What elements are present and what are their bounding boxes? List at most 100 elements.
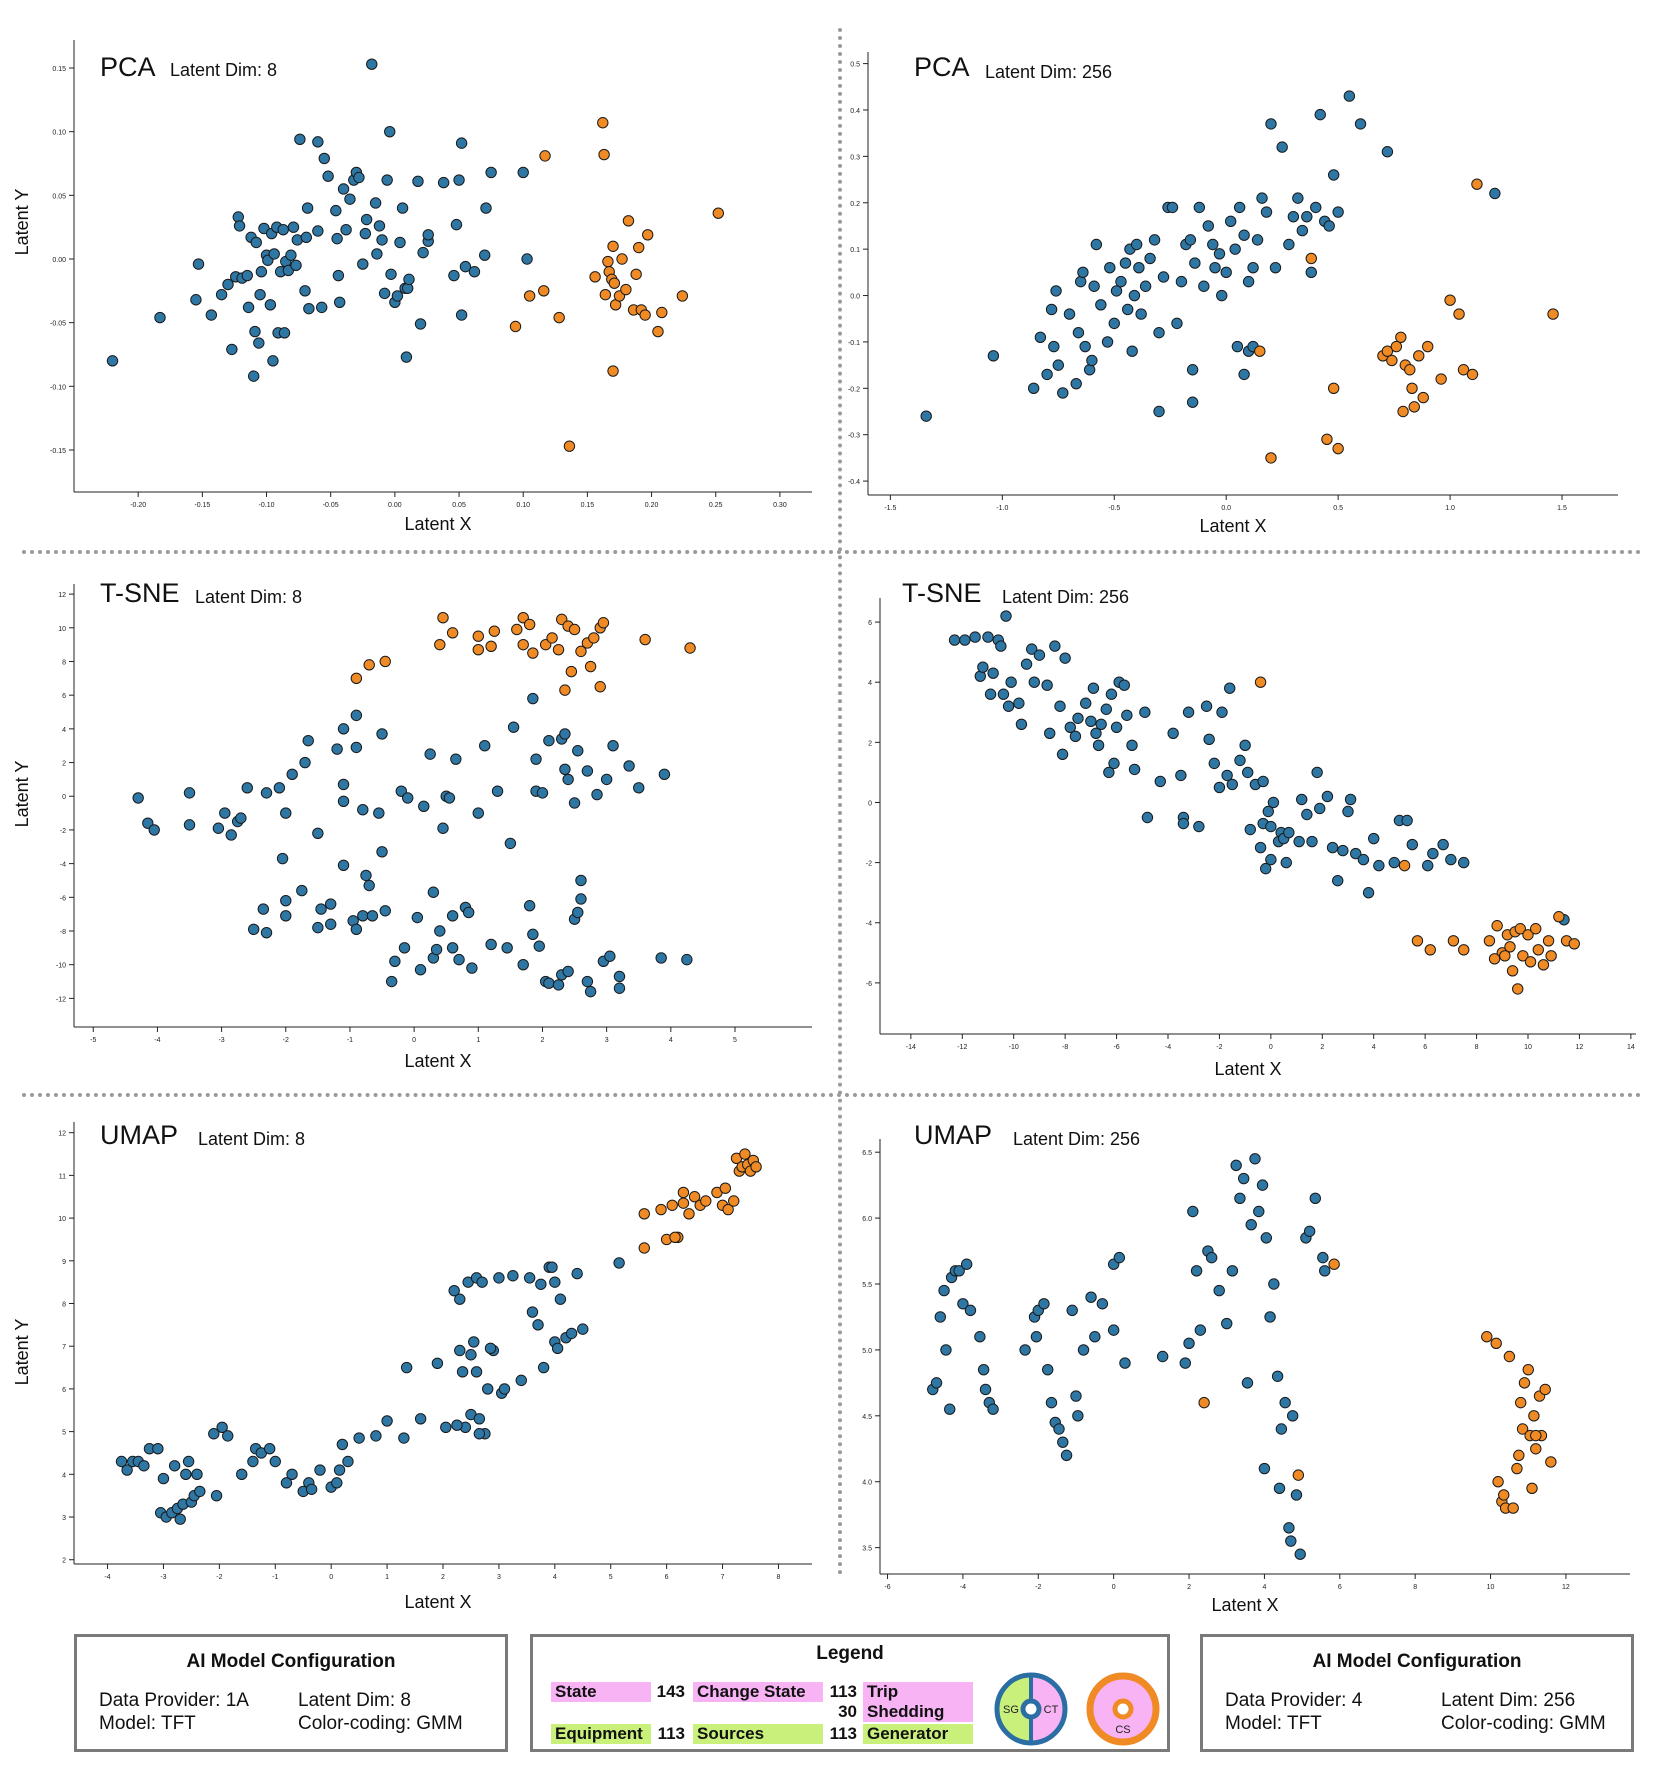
- cluster_b-point: [1417, 391, 1429, 404]
- x-tick-label: 0.05: [452, 502, 466, 509]
- cluster_b-point: [677, 1186, 690, 1199]
- x-tick-label: -4: [1165, 1044, 1171, 1051]
- y-tick-label: 0.2: [850, 201, 860, 208]
- cluster_a-point: [180, 1468, 192, 1481]
- cluster_a-point: [1303, 1225, 1316, 1237]
- y-tick-label: 2: [868, 740, 872, 747]
- y-tick-label: 2: [62, 761, 66, 768]
- cluster_a-point: [934, 1311, 947, 1323]
- x-tick-label: -10: [1009, 1044, 1019, 1051]
- cluster_a-point: [948, 634, 961, 646]
- cluster_a-point: [381, 174, 393, 186]
- cluster_b-point: [1444, 294, 1456, 306]
- cluster_a-point: [1049, 640, 1061, 652]
- cluster_b-point: [1332, 442, 1344, 455]
- cluster_a-point: [1085, 1291, 1097, 1303]
- cluster_a-point: [987, 350, 1000, 362]
- cluster_b-point: [589, 271, 601, 283]
- cluster_a-point: [987, 667, 999, 679]
- x-tick-label: 10: [1524, 1044, 1532, 1051]
- cluster_a-point: [1310, 201, 1322, 214]
- cluster_b-point: [563, 440, 576, 452]
- y-tick-label: 0.1: [850, 247, 860, 254]
- cluster_a-point: [210, 1489, 223, 1502]
- cluster_b-point: [1499, 950, 1511, 962]
- cluster_a-point: [260, 926, 273, 939]
- cluster_a-point: [459, 260, 472, 273]
- cluster_a-point: [1153, 405, 1165, 418]
- cluster_b-point: [622, 215, 635, 227]
- cluster_a-point: [613, 970, 626, 983]
- y-tick-label: 6.5: [862, 1150, 872, 1157]
- x-tick-label: 0.20: [645, 502, 659, 509]
- cluster_a-point: [1054, 700, 1066, 712]
- cluster_b-point: [620, 283, 632, 296]
- y-tick-label: 12: [58, 592, 66, 599]
- cluster_a-point: [1167, 727, 1179, 740]
- cluster_b-point: [1498, 1489, 1510, 1501]
- cluster_b-point: [1471, 178, 1483, 190]
- y-tick-label: 0.5: [850, 62, 860, 69]
- cluster_a-point: [1182, 706, 1195, 718]
- cluster_a-point: [381, 1415, 393, 1427]
- x-tick-label: -2: [283, 1037, 289, 1044]
- cluster_a-point: [1041, 368, 1053, 381]
- cluster_a-point: [536, 787, 549, 799]
- y-tick-label: 0: [868, 800, 872, 807]
- y-tick-label: 10: [58, 1216, 66, 1223]
- data-provider: Data Provider: 1A: [99, 1690, 249, 1711]
- cluster_b-point: [599, 288, 612, 301]
- cluster_a-point: [1057, 1436, 1069, 1448]
- x-tick-label: 3: [605, 1037, 609, 1044]
- cluster_b-point: [1424, 944, 1436, 956]
- y-tick-label: 5.5: [862, 1282, 872, 1289]
- cluster_a-point: [1193, 201, 1206, 214]
- cluster_a-point: [1427, 847, 1439, 860]
- cluster_a-point: [1092, 739, 1105, 752]
- cluster_a-point: [1156, 1350, 1169, 1363]
- cluster_a-point: [1130, 238, 1143, 251]
- umap-dim256-panel: -6 -4 -2 0 2 4 6 8 10 12 3.5 4.0 4.5 5.0 5.5 6.0 6.5 UMAP…: [830, 1094, 1660, 1638]
- cluster_a-point: [427, 886, 440, 898]
- cluster_b-point: [485, 640, 497, 653]
- cluster_a-point: [1122, 303, 1134, 316]
- cluster_a-point: [332, 269, 345, 282]
- x-tick-label: -3: [160, 1574, 166, 1581]
- cluster_a-point: [216, 1421, 228, 1434]
- cluster_a-point: [1077, 1344, 1090, 1356]
- cluster_a-point: [1224, 215, 1237, 228]
- y-tick-label: -2: [866, 861, 872, 868]
- cluster_a-point: [257, 903, 270, 915]
- cluster_b-point: [722, 1203, 734, 1216]
- sg-ct-ring-icon: SG CT: [994, 1672, 1068, 1746]
- cluster_a-point: [1101, 336, 1114, 348]
- x-tick-label: 4: [553, 1574, 557, 1581]
- y-tick-label: 5.0: [862, 1348, 872, 1355]
- x-tick-label: -2: [216, 1574, 222, 1581]
- x-tick-label: -4: [154, 1037, 160, 1044]
- y-tick-label: 7: [62, 1344, 66, 1351]
- cluster_a-point: [565, 1327, 578, 1340]
- x-tick-label: -12: [957, 1044, 967, 1051]
- legend-trip: Trip: [863, 1682, 973, 1702]
- cluster_a-point: [1332, 874, 1344, 887]
- chart-subtitle: Latent Dim: 256: [1002, 587, 1129, 607]
- cluster_a-point: [344, 193, 356, 205]
- cluster_a-point: [398, 942, 411, 954]
- cluster_a-point: [1241, 1377, 1254, 1389]
- cluster_a-point: [604, 950, 616, 962]
- x-tick-label: -0.20: [130, 502, 146, 509]
- cluster_a-point: [1064, 721, 1076, 733]
- cluster_a-point: [417, 246, 429, 259]
- x-tick-label: 0.0: [1221, 505, 1231, 512]
- cluster_b-point: [1397, 405, 1409, 418]
- y-axis-label: Latent Y: [12, 189, 32, 256]
- legend-generator: Generator: [863, 1724, 973, 1744]
- cluster_a-point: [930, 1377, 943, 1389]
- cluster_a-point: [1166, 201, 1179, 214]
- cluster_b-point: [538, 285, 550, 297]
- x-tick-label: 0: [412, 1037, 416, 1044]
- cluster_a-point: [314, 1464, 326, 1476]
- cluster_a-point: [1283, 1522, 1295, 1534]
- cluster_a-point: [1233, 201, 1246, 214]
